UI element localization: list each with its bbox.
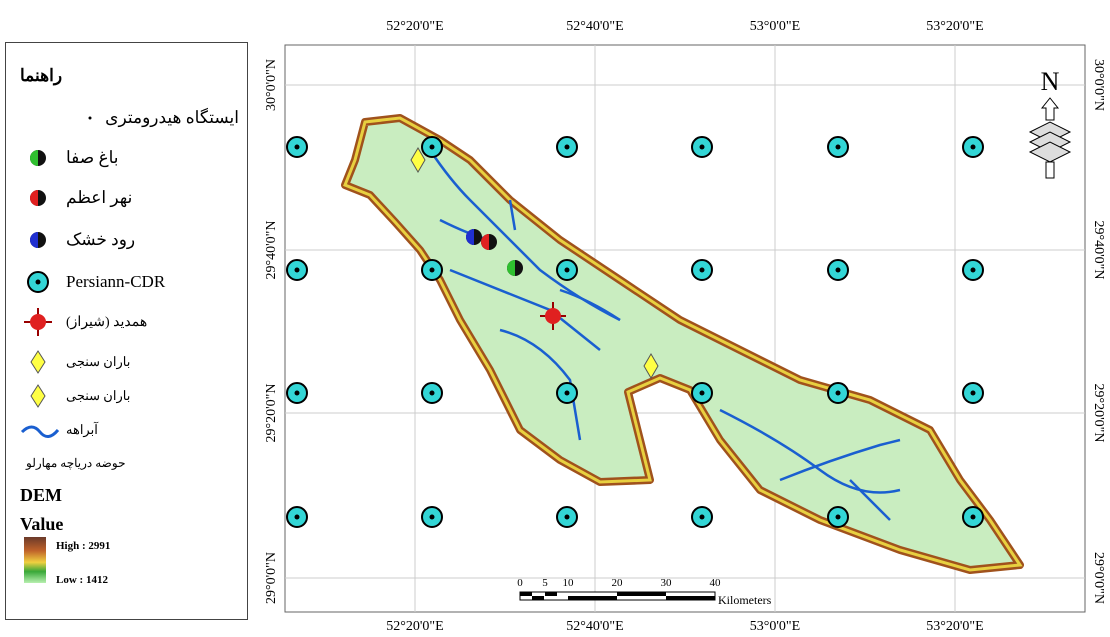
persiann-dot	[971, 391, 976, 396]
lon-label: 53°0'0"E	[750, 619, 800, 634]
lat-label: 30°0'0"N	[264, 59, 279, 111]
lat-label: 29°0'0"N	[264, 552, 279, 604]
persiann-dot	[836, 515, 841, 520]
persiann-dot	[565, 268, 570, 273]
persiann-dot	[430, 145, 435, 150]
persiann-dot	[971, 145, 976, 150]
persiann-dot	[430, 391, 435, 396]
persiann-dot	[430, 515, 435, 520]
persiann-dot	[295, 391, 300, 396]
persiann-dot	[295, 145, 300, 150]
scale-label: 30	[661, 577, 673, 589]
persiann-dot	[971, 268, 976, 273]
persiann-dot	[565, 145, 570, 150]
lon-label: 53°20'0"E	[926, 19, 983, 34]
lon-label: 52°20'0"E	[386, 619, 443, 634]
persiann-dot	[295, 268, 300, 273]
lon-label: 52°40'0"E	[566, 19, 623, 34]
lat-label: 29°40'0"N	[264, 221, 279, 280]
persiann-dot	[565, 515, 570, 520]
lat-label: 29°20'0"N	[1091, 384, 1106, 443]
lon-label: 52°20'0"E	[386, 19, 443, 34]
persiann-dot	[700, 145, 705, 150]
lat-label: 30°0'0"N	[1091, 59, 1106, 111]
persiann-dot	[430, 268, 435, 273]
scale-label: 10	[563, 577, 575, 589]
lat-label: 29°0'0"N	[1091, 552, 1106, 604]
scale-label: 40	[710, 577, 722, 589]
persiann-dot	[565, 391, 570, 396]
lat-label: 29°40'0"N	[1091, 221, 1106, 280]
persiann-dot	[295, 515, 300, 520]
persiann-dot	[836, 268, 841, 273]
persiann-dot	[836, 391, 841, 396]
persiann-dot	[700, 391, 705, 396]
page: راهنما ایستگاه هیدرومتری باغ صفا نهر اعظ…	[0, 0, 1110, 637]
lat-label: 29°20'0"N	[264, 384, 279, 443]
scale-label: 20	[612, 577, 624, 589]
lon-label: 52°40'0"E	[566, 619, 623, 634]
persiann-dot	[836, 145, 841, 150]
scale-unit: Kilometers	[718, 593, 772, 607]
persiann-dot	[700, 268, 705, 273]
persiann-dot	[700, 515, 705, 520]
map: 52°20'0"E 52°20'0"E 52°40'0"E 52°40'0"E 53°0…	[0, 0, 1110, 637]
lon-label: 53°20'0"E	[926, 619, 983, 634]
north-label: N	[1041, 67, 1060, 96]
persiann-dot	[971, 515, 976, 520]
scale-label: 5	[542, 577, 548, 589]
scale-bar	[520, 592, 715, 600]
lon-label: 53°0'0"E	[750, 19, 800, 34]
scale-label: 0	[517, 577, 523, 589]
